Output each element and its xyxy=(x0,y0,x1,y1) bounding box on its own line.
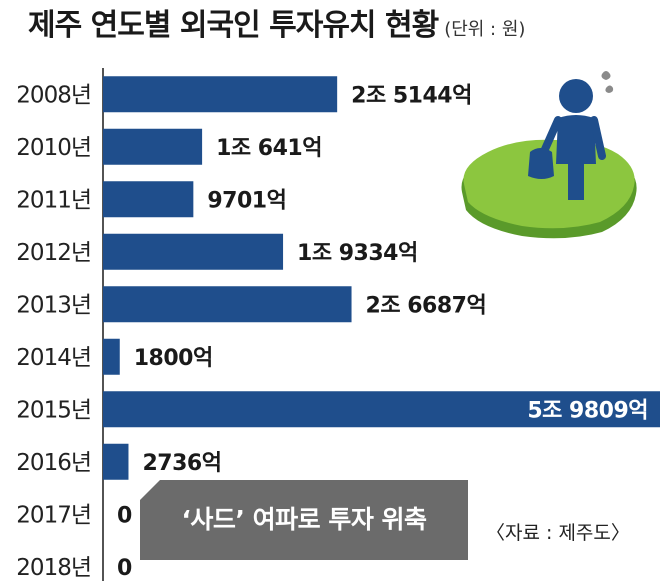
source-label: 〈자료 : 제주도〉 xyxy=(486,522,630,544)
category-label: 2013년 xyxy=(16,292,91,318)
bar xyxy=(103,338,120,375)
data-label: 2736억 xyxy=(142,451,221,476)
data-label: 1조 641억 xyxy=(216,136,322,161)
category-label: 2012년 xyxy=(16,240,91,266)
category-label: 2014년 xyxy=(16,345,91,371)
data-label: 0 xyxy=(117,556,132,581)
sweat-drop-icon xyxy=(601,71,614,93)
data-label: 9701억 xyxy=(207,188,286,213)
data-label: 1800억 xyxy=(134,346,213,371)
category-label: 2018년 xyxy=(16,555,91,581)
data-label: 2조 5144억 xyxy=(351,83,472,108)
bar xyxy=(103,76,338,113)
illustration xyxy=(461,71,637,239)
annotation-text: ‘사드’ 여파로 투자 위축 xyxy=(181,505,427,534)
annotation-box: ‘사드’ 여파로 투자 위축 xyxy=(140,480,468,560)
bar xyxy=(103,443,129,480)
data-label: 5조 9809억 xyxy=(527,398,648,423)
data-label: 1조 9334억 xyxy=(297,241,418,266)
bar xyxy=(103,128,203,165)
category-label: 2016년 xyxy=(16,450,91,476)
data-label: 0 xyxy=(117,503,132,528)
category-label: 2010년 xyxy=(16,135,91,161)
title-row: 제주 연도별 외국인 투자유치 현황 (단위 : 원) xyxy=(28,0,526,43)
category-label: 2015년 xyxy=(16,397,91,423)
category-label: 2017년 xyxy=(16,502,91,528)
data-label: 2조 6687억 xyxy=(366,293,487,318)
bar xyxy=(103,181,194,218)
bar xyxy=(103,286,352,323)
category-label: 2011년 xyxy=(16,187,91,213)
category-label: 2008년 xyxy=(16,82,91,108)
bar xyxy=(103,233,284,270)
unit-label: (단위 : 원) xyxy=(444,19,526,40)
bar xyxy=(103,391,660,428)
person-with-bag-icon xyxy=(528,79,606,200)
chart-title: 제주 연도별 외국인 투자유치 현황 xyxy=(28,8,439,43)
